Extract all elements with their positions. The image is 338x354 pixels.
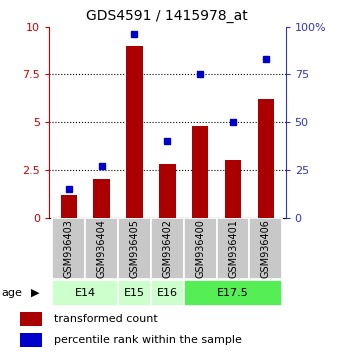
- Text: E17.5: E17.5: [217, 288, 249, 298]
- Bar: [20, 312, 42, 326]
- Text: GSM936406: GSM936406: [261, 219, 271, 278]
- Bar: [225, 160, 241, 218]
- Text: ▶: ▶: [31, 288, 40, 298]
- Text: transformed count: transformed count: [54, 314, 158, 324]
- Bar: [126, 46, 143, 218]
- Text: age: age: [2, 288, 23, 298]
- Text: GSM936403: GSM936403: [64, 219, 74, 278]
- Bar: [159, 164, 175, 218]
- Text: E15: E15: [124, 288, 145, 298]
- Bar: [217, 218, 249, 279]
- Text: GSM936400: GSM936400: [195, 219, 205, 278]
- Bar: [258, 99, 274, 218]
- Bar: [52, 218, 85, 279]
- Bar: [151, 218, 184, 279]
- Bar: [184, 218, 217, 279]
- Bar: [118, 280, 151, 306]
- Bar: [85, 218, 118, 279]
- Bar: [20, 333, 42, 347]
- Bar: [249, 218, 282, 279]
- Bar: [184, 280, 282, 306]
- Bar: [151, 280, 184, 306]
- Text: GSM936402: GSM936402: [162, 219, 172, 278]
- Bar: [61, 195, 77, 218]
- Text: E14: E14: [75, 288, 96, 298]
- Text: E16: E16: [157, 288, 178, 298]
- Text: GSM936404: GSM936404: [97, 219, 106, 278]
- Title: GDS4591 / 1415978_at: GDS4591 / 1415978_at: [87, 9, 248, 23]
- Bar: [93, 179, 110, 218]
- Text: GSM936401: GSM936401: [228, 219, 238, 278]
- Bar: [192, 126, 209, 218]
- Text: GSM936405: GSM936405: [129, 219, 140, 278]
- Text: percentile rank within the sample: percentile rank within the sample: [54, 335, 242, 345]
- Bar: [118, 218, 151, 279]
- Bar: [52, 280, 118, 306]
